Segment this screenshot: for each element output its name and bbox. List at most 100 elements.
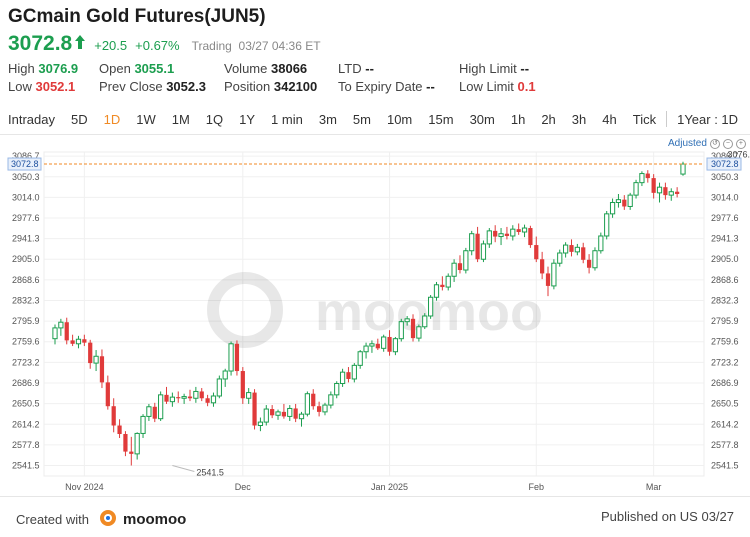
candle[interactable] bbox=[169, 392, 175, 407]
candle[interactable] bbox=[117, 419, 122, 438]
candle[interactable] bbox=[351, 363, 357, 383]
candle[interactable] bbox=[316, 401, 322, 417]
candle[interactable] bbox=[645, 170, 650, 183]
candle[interactable] bbox=[58, 318, 64, 336]
candle[interactable] bbox=[346, 367, 351, 383]
candle[interactable] bbox=[105, 375, 110, 410]
candle[interactable] bbox=[210, 392, 217, 407]
candle[interactable] bbox=[158, 391, 164, 421]
candle[interactable] bbox=[52, 324, 58, 345]
candle[interactable] bbox=[668, 188, 674, 201]
candle[interactable] bbox=[475, 226, 480, 263]
candle[interactable] bbox=[504, 226, 510, 240]
tab-15m[interactable]: 15m bbox=[428, 111, 454, 127]
tab-1w[interactable]: 1W bbox=[136, 111, 156, 127]
candle[interactable] bbox=[656, 182, 663, 203]
candle[interactable] bbox=[298, 411, 305, 427]
candle[interactable] bbox=[181, 393, 187, 404]
candlestick-chart[interactable]: 2541.5 2541.5 2577.8 2577.8 2614.2 2614.2 2650… bbox=[0, 150, 750, 494]
candle[interactable] bbox=[604, 211, 610, 240]
candle[interactable] bbox=[281, 403, 287, 419]
candle[interactable] bbox=[193, 386, 199, 403]
candle[interactable] bbox=[199, 388, 204, 402]
candle[interactable] bbox=[134, 432, 140, 460]
candle[interactable] bbox=[228, 341, 234, 376]
candle[interactable] bbox=[428, 294, 434, 319]
candle[interactable] bbox=[639, 171, 645, 187]
candle[interactable] bbox=[99, 349, 105, 389]
candle[interactable] bbox=[404, 315, 410, 326]
candle[interactable] bbox=[252, 389, 257, 430]
candle[interactable] bbox=[557, 249, 563, 267]
candle[interactable] bbox=[622, 195, 627, 210]
candle[interactable] bbox=[627, 192, 633, 210]
candle[interactable] bbox=[334, 381, 340, 399]
tab-1m[interactable]: 1M bbox=[171, 111, 190, 127]
candle[interactable] bbox=[322, 402, 328, 416]
candle[interactable] bbox=[246, 388, 252, 404]
candle[interactable] bbox=[75, 335, 82, 349]
candle[interactable] bbox=[146, 403, 152, 421]
candle[interactable] bbox=[387, 330, 392, 356]
candle[interactable] bbox=[369, 340, 375, 353]
tab-1q[interactable]: 1Q bbox=[205, 111, 224, 127]
candle[interactable] bbox=[551, 259, 557, 290]
candle[interactable] bbox=[609, 198, 616, 218]
range-selector[interactable]: 1Year : 1D bbox=[677, 111, 739, 127]
candle[interactable] bbox=[545, 266, 551, 297]
candle[interactable] bbox=[493, 225, 498, 243]
candle[interactable] bbox=[469, 230, 475, 256]
candle[interactable] bbox=[486, 228, 492, 248]
candle[interactable] bbox=[581, 242, 586, 264]
candle[interactable] bbox=[574, 243, 580, 256]
candle[interactable] bbox=[70, 334, 75, 347]
candle[interactable] bbox=[598, 232, 604, 254]
candle[interactable] bbox=[205, 394, 210, 407]
candle[interactable] bbox=[528, 225, 533, 248]
candle[interactable] bbox=[586, 254, 592, 274]
candle[interactable] bbox=[398, 318, 404, 342]
candle[interactable] bbox=[287, 405, 293, 421]
candle[interactable] bbox=[234, 340, 240, 376]
tab-1y[interactable]: 1Y bbox=[239, 111, 256, 127]
candle[interactable] bbox=[176, 391, 181, 403]
candle[interactable] bbox=[521, 224, 528, 238]
candle[interactable] bbox=[375, 338, 380, 351]
candle[interactable] bbox=[222, 368, 228, 387]
candle[interactable] bbox=[64, 317, 69, 345]
candle[interactable] bbox=[293, 403, 298, 423]
candle[interactable] bbox=[257, 417, 264, 432]
candle[interactable] bbox=[516, 223, 521, 235]
tab-5d[interactable]: 5D bbox=[70, 111, 88, 127]
candle[interactable] bbox=[82, 334, 87, 347]
candle[interactable] bbox=[275, 409, 281, 420]
zoom-in-icon[interactable]: + bbox=[735, 138, 746, 149]
candle[interactable] bbox=[304, 391, 310, 417]
candle[interactable] bbox=[339, 368, 346, 387]
tab-3h[interactable]: 3h bbox=[571, 111, 587, 127]
candle[interactable] bbox=[381, 334, 387, 352]
candle[interactable] bbox=[129, 436, 134, 466]
tab-2h[interactable]: 2h bbox=[541, 111, 556, 127]
zoom-out-icon[interactable]: − bbox=[722, 138, 733, 149]
candle[interactable] bbox=[328, 391, 334, 409]
candle[interactable] bbox=[422, 313, 428, 330]
candle[interactable] bbox=[675, 187, 680, 198]
tab-5m[interactable]: 5m bbox=[352, 111, 371, 127]
candle[interactable] bbox=[633, 179, 639, 199]
candle[interactable] bbox=[445, 273, 451, 291]
candle[interactable] bbox=[480, 240, 487, 263]
candle[interactable] bbox=[457, 255, 463, 274]
candle[interactable] bbox=[263, 405, 269, 426]
candle[interactable] bbox=[88, 339, 93, 369]
candle[interactable] bbox=[240, 367, 245, 404]
candle[interactable] bbox=[392, 336, 399, 356]
candle[interactable] bbox=[592, 247, 598, 271]
candle[interactable] bbox=[164, 386, 169, 404]
adjusted-control[interactable]: Adjusted ↺ − + bbox=[668, 138, 746, 149]
candle[interactable] bbox=[534, 236, 539, 263]
candle[interactable] bbox=[123, 431, 128, 457]
reset-icon[interactable]: ↺ bbox=[709, 138, 720, 149]
candle[interactable] bbox=[498, 228, 504, 246]
candle[interactable] bbox=[111, 398, 116, 433]
